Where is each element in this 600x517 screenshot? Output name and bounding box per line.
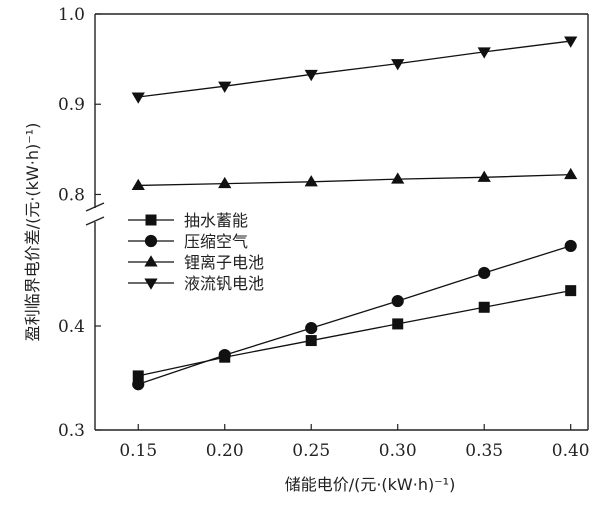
series-1 bbox=[132, 285, 577, 382]
x-axis-title: 储能电价/(元·(kW·h)⁻¹) bbox=[285, 475, 456, 494]
legend-marker bbox=[145, 214, 157, 226]
series-line bbox=[138, 173, 571, 187]
data-point bbox=[564, 239, 577, 253]
y-tick-label: 1.0 bbox=[58, 5, 85, 25]
data-point bbox=[218, 176, 232, 189]
data-point bbox=[564, 36, 578, 48]
legend-marker bbox=[144, 234, 158, 248]
legend-label: 液流钒电池 bbox=[184, 274, 264, 293]
data-point bbox=[391, 294, 404, 308]
data-point bbox=[304, 175, 318, 187]
data-point bbox=[564, 167, 578, 180]
y-axis: 0.3 0.4 0.8 0.9 1.0 bbox=[58, 5, 101, 441]
y-tick-label: 0.9 bbox=[58, 95, 85, 115]
y-tick-label: 0.8 bbox=[58, 185, 85, 205]
x-axis: 0.15 0.20 0.25 0.30 0.35 0.40 bbox=[119, 424, 590, 461]
series-line bbox=[138, 290, 571, 377]
legend-label: 压缩空气 bbox=[184, 232, 248, 251]
data-point bbox=[305, 335, 317, 347]
x-tick-label: 0.30 bbox=[379, 441, 417, 461]
data-point bbox=[477, 47, 491, 59]
legend-marker bbox=[144, 278, 158, 290]
x-tick-label: 0.20 bbox=[206, 441, 244, 461]
axis-break-mark-lower bbox=[85, 216, 105, 226]
series-line bbox=[138, 245, 571, 385]
axis-break-mark-upper bbox=[85, 202, 105, 212]
series-4 bbox=[131, 36, 578, 104]
series-3 bbox=[131, 167, 578, 190]
data-point bbox=[478, 301, 490, 313]
legend-label: 抽水蓄能 bbox=[184, 211, 248, 230]
data-point bbox=[391, 172, 405, 184]
legend-marker bbox=[144, 255, 158, 267]
x-tick-label: 0.15 bbox=[119, 441, 157, 461]
data-point bbox=[218, 349, 231, 362]
x-tick-label: 0.40 bbox=[552, 441, 590, 461]
data-point bbox=[305, 321, 318, 335]
series-layer bbox=[131, 36, 578, 391]
data-point bbox=[392, 318, 404, 330]
data-point bbox=[478, 266, 491, 280]
legend-item: 压缩空气 bbox=[128, 232, 248, 251]
x-tick-label: 0.35 bbox=[465, 441, 503, 461]
data-point bbox=[131, 178, 145, 190]
series-2 bbox=[132, 239, 577, 391]
data-point bbox=[391, 59, 405, 71]
plot-frame bbox=[85, 13, 589, 431]
y-axis-title: 盈利临界电价差/(元·(kW·h)⁻¹) bbox=[23, 123, 42, 342]
x-tick-label: 0.25 bbox=[292, 441, 330, 461]
legend-label: 锂离子电池 bbox=[184, 253, 264, 272]
data-point bbox=[304, 69, 318, 82]
y-tick-label: 0.4 bbox=[58, 317, 85, 337]
data-point bbox=[477, 170, 491, 182]
y-tick-label: 0.3 bbox=[58, 421, 85, 441]
legend-item: 液流钒电池 bbox=[128, 274, 264, 293]
legend-item: 抽水蓄能 bbox=[128, 211, 248, 230]
data-point bbox=[132, 378, 145, 391]
data-point bbox=[218, 81, 232, 93]
legend-item: 锂离子电池 bbox=[128, 253, 264, 272]
data-point bbox=[565, 285, 577, 297]
data-point bbox=[131, 92, 145, 104]
series-line bbox=[138, 40, 571, 98]
